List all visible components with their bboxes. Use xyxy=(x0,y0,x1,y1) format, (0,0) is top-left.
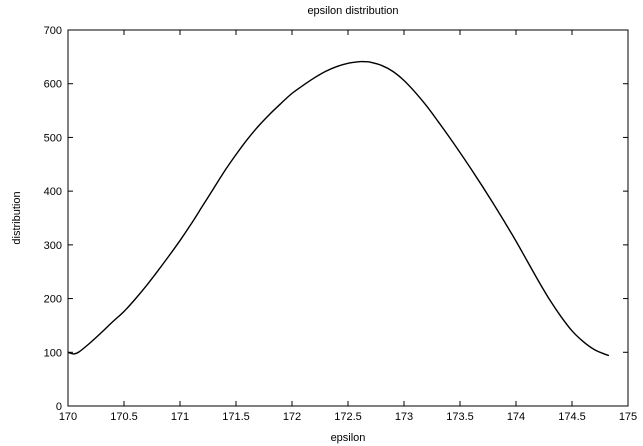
x-tick-label: 174.5 xyxy=(558,411,586,423)
y-tick-label: 0 xyxy=(56,401,62,413)
y-tick-label: 600 xyxy=(44,79,62,91)
x-tick-label: 171 xyxy=(171,411,189,423)
x-tick-label: 172.5 xyxy=(334,411,362,423)
x-axis: 170 170.5 171 171.5 172 172.5 173 173.5 174 174.5… xyxy=(59,30,637,423)
x-axis-title: epsilon xyxy=(331,432,366,444)
y-tick-label: 400 xyxy=(44,186,62,198)
y-tick-label: 200 xyxy=(44,294,62,306)
y-axis: 0 100 200 300 400 500 600 700 xyxy=(44,25,628,413)
x-tick-label: 173.5 xyxy=(446,411,474,423)
x-tick-label: 170 xyxy=(59,411,77,423)
y-axis-title: distribution xyxy=(11,191,23,244)
chart-title: epsilon distribution xyxy=(307,5,398,17)
y-tick-label: 100 xyxy=(44,347,62,359)
plot-area-frame xyxy=(67,29,629,407)
y-tick-label: 500 xyxy=(44,132,62,144)
x-tick-label: 174 xyxy=(507,411,525,423)
y-tick-label: 700 xyxy=(44,25,62,37)
x-tick-label: 172 xyxy=(283,411,301,423)
x-tick-label: 175 xyxy=(619,411,637,423)
series-line xyxy=(67,60,610,357)
x-tick-label: 173 xyxy=(395,411,413,423)
series-layer xyxy=(67,60,610,357)
x-tick-label: 170.5 xyxy=(110,411,138,423)
y-tick-label: 300 xyxy=(44,240,62,252)
x-tick-label: 171.5 xyxy=(222,411,250,423)
